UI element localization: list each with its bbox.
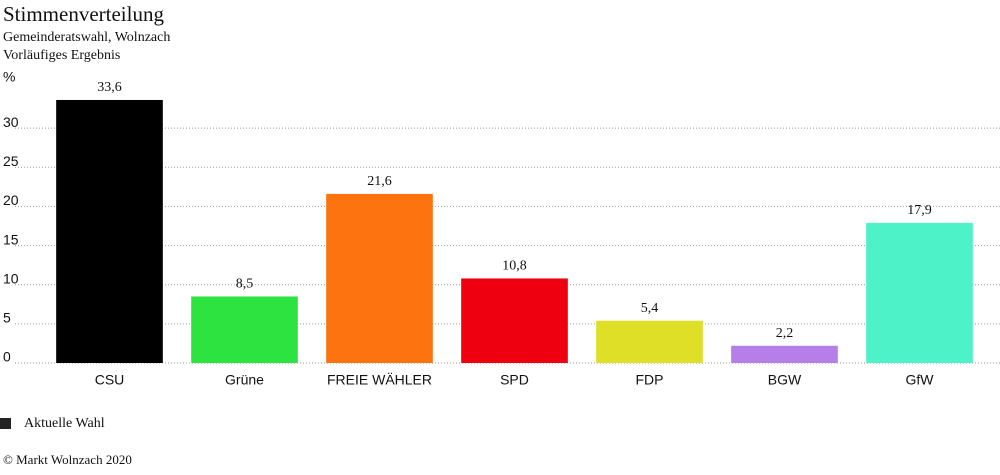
chart-title: Stimmenverteilung bbox=[3, 2, 164, 26]
value-label: 5,4 bbox=[641, 301, 659, 316]
x-tick-label: CSU bbox=[95, 372, 125, 388]
bar bbox=[596, 320, 703, 363]
bar bbox=[191, 296, 298, 363]
bar bbox=[731, 345, 838, 363]
y-tick-label: 30 bbox=[3, 114, 19, 130]
bar bbox=[866, 222, 973, 363]
chart-subtitle: Gemeinderatswahl, Wolnzach bbox=[3, 30, 170, 45]
chart-subtitle: Vorläufiges Ergebnis bbox=[3, 48, 120, 63]
x-tick-label: SPD bbox=[500, 372, 529, 388]
value-label: 8,5 bbox=[236, 277, 254, 292]
x-tick-label: FREIE WÄHLER bbox=[327, 372, 432, 388]
y-tick-label: 0 bbox=[3, 349, 11, 365]
bar bbox=[461, 278, 568, 363]
x-tick-label: FDP bbox=[636, 372, 664, 388]
value-label: 17,9 bbox=[907, 203, 932, 218]
legend-label: Aktuelle Wahl bbox=[24, 416, 105, 431]
legend-swatch bbox=[0, 418, 11, 429]
value-label: 33,6 bbox=[97, 80, 122, 95]
y-tick-label: 10 bbox=[3, 270, 19, 286]
y-tick-label: 15 bbox=[3, 231, 19, 247]
y-axis-label: % bbox=[3, 69, 15, 85]
x-tick-label: GfW bbox=[906, 372, 935, 388]
bar bbox=[56, 99, 163, 364]
value-label: 21,6 bbox=[367, 174, 392, 189]
value-label: 10,8 bbox=[502, 259, 527, 274]
source: © Markt Wolnzach 2020 bbox=[3, 452, 132, 467]
y-tick-label: 5 bbox=[3, 310, 11, 326]
bar bbox=[326, 193, 433, 363]
x-tick-label: BGW bbox=[768, 372, 802, 388]
y-tick-label: 20 bbox=[3, 192, 19, 208]
x-tick-label: Grüne bbox=[225, 372, 264, 388]
value-label: 2,2 bbox=[776, 326, 794, 341]
y-tick-label: 25 bbox=[3, 153, 19, 169]
